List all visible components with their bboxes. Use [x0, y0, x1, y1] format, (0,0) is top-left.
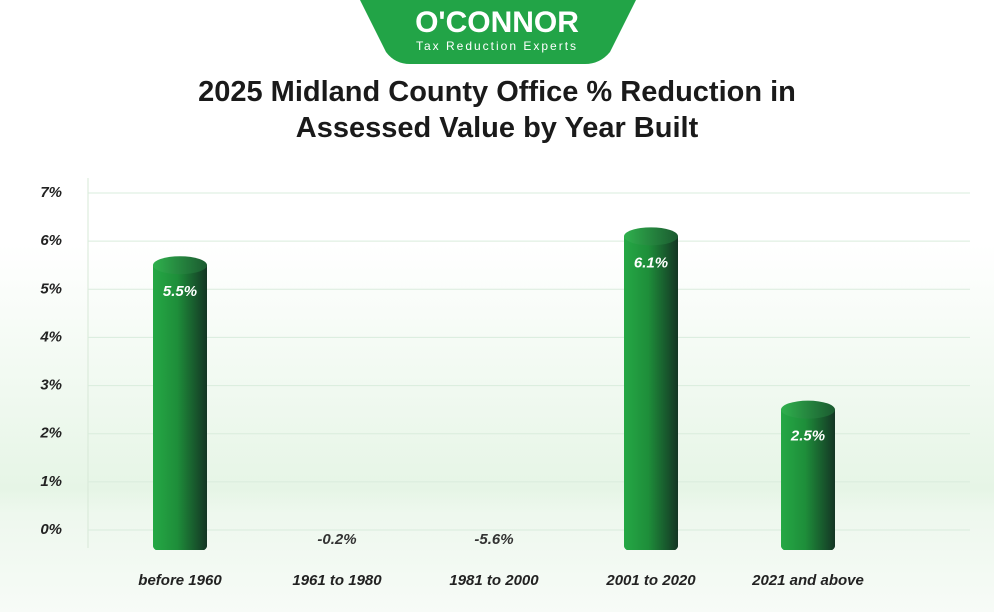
x-tick-label: 1981 to 2000: [449, 572, 539, 589]
x-tick-label: 2021 and above: [751, 572, 864, 589]
y-tick-label: 2%: [39, 425, 62, 442]
x-tick-label: 2001 to 2020: [605, 572, 696, 589]
value-label: 5.5%: [163, 283, 197, 300]
bar-group: [153, 256, 207, 550]
bar: [624, 236, 678, 550]
y-tick-label: 1%: [40, 473, 62, 490]
value-label: 6.1%: [634, 254, 668, 271]
bar-group: [624, 227, 678, 550]
bar-group: [781, 400, 835, 550]
logo-tagline: Tax Reduction Experts: [416, 39, 578, 53]
chart-title: 2025 Midland County Office % Reduction i…: [198, 76, 796, 144]
value-label: -5.6%: [474, 531, 513, 548]
bar-cap: [153, 256, 207, 275]
logo-name: O'CONNOR: [415, 6, 579, 39]
y-tick-label: 7%: [40, 184, 62, 201]
y-tick-label: 6%: [40, 232, 62, 249]
logo-banner: [360, 0, 636, 64]
value-label: 2.5%: [790, 428, 825, 445]
y-tick-label: 3%: [40, 377, 62, 394]
x-tick-label: before 1960: [138, 572, 222, 589]
y-tick-label: 4%: [39, 328, 62, 345]
bar: [781, 409, 835, 550]
x-tick-label: 1961 to 1980: [292, 572, 382, 589]
y-tick-label: 5%: [40, 280, 62, 297]
bar: [153, 265, 207, 550]
value-label: -0.2%: [317, 531, 356, 548]
bar-cap: [781, 400, 835, 419]
y-tick-label: 0%: [40, 521, 62, 538]
bar-cap: [624, 227, 678, 246]
